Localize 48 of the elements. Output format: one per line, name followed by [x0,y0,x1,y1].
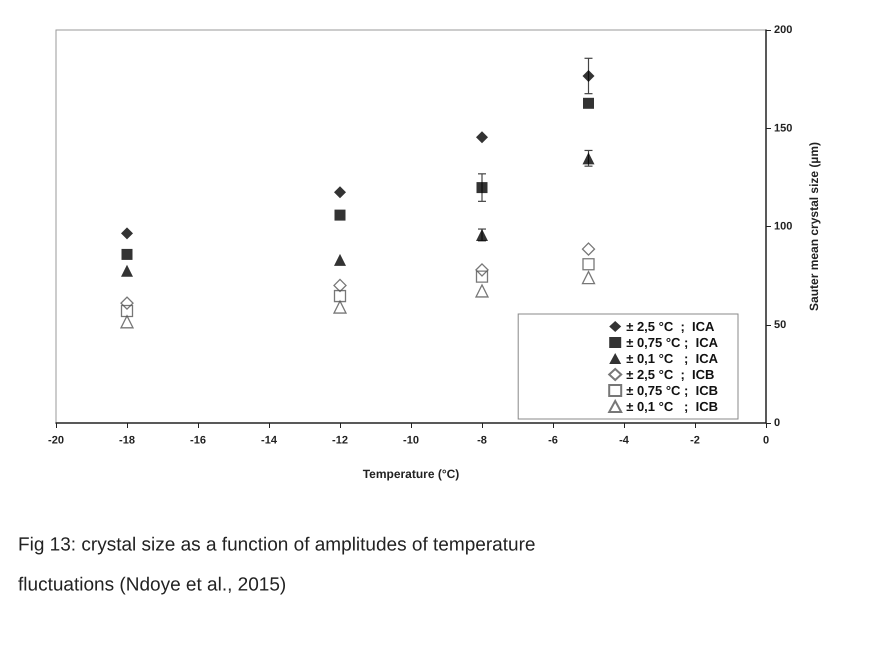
x-tick-label: 0 [762,434,770,446]
legend-label: ± 2,5 °C ; ICA [626,319,715,334]
point [334,186,346,198]
point [121,264,133,277]
point [120,315,134,328]
point [334,254,346,266]
point [582,70,594,82]
point [334,210,346,221]
point [333,278,347,292]
point [582,258,595,270]
point [333,300,347,314]
y-tick-label: 200 [774,24,792,36]
point [334,290,346,302]
y-tick-label: 150 [774,122,792,134]
point [583,98,594,109]
point [476,270,488,283]
legend-label: ± 2,5 °C ; ICB [626,367,714,382]
x-axis-title: Temperature (°C) [362,467,460,481]
y-axis-title: Sauter mean crystal size (µm) [807,142,821,311]
caption: Fig 13: crystal size as a function of amplitudes of temperature fluctuations (Ndoye et al., 2015) [18,534,541,596]
x-tick-label: -20 [48,434,64,446]
point [582,152,594,164]
point [121,227,133,240]
y-tick-label: 0 [774,417,780,429]
x-tick-label: -4 [619,434,630,446]
x-tick-label: -10 [403,434,419,446]
y-tick-label: 50 [774,318,786,331]
x-tick-label: -12 [332,434,348,446]
point [582,270,596,284]
point [122,248,132,260]
x-tick-label: -16 [190,434,206,446]
legend-label: ± 0,75 °C ; ICB [626,383,718,398]
point [120,304,134,318]
y-tick-label: 100 [774,220,792,232]
point [582,242,596,256]
point [476,131,488,144]
x-tick-label: -14 [261,434,278,446]
point [476,182,488,194]
point [475,284,489,298]
point [475,263,489,277]
legend-label: ± 0,1 °C ; ICB [626,399,718,414]
legend-label: ± 0,1 °C ; ICA [626,351,719,366]
x-tick-label: -6 [548,434,558,446]
point [120,296,134,310]
x-tick-label: -2 [690,434,700,446]
x-tick-label: -18 [119,434,135,446]
legend-label: ± 0,75 °C ; ICA [626,335,719,350]
x-tick-label: -8 [477,434,487,446]
